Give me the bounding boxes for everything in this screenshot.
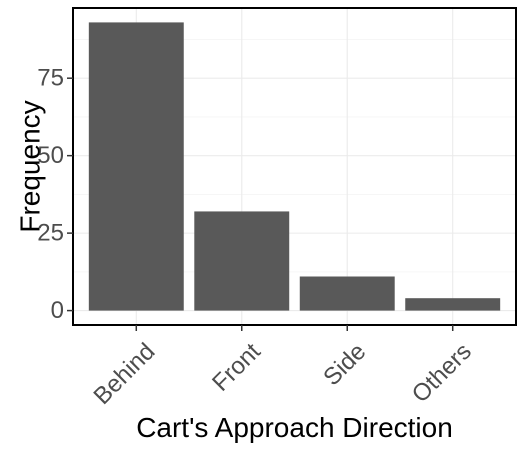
bars bbox=[88, 22, 501, 311]
x-tick-label-others: Others bbox=[407, 338, 477, 408]
plot-panel bbox=[72, 7, 517, 326]
y-tick-label: 25 bbox=[37, 220, 64, 247]
y-axis-title: Frequency bbox=[15, 100, 46, 232]
x-tick-label-side: Side bbox=[318, 338, 371, 391]
x-axis: Behind Front Side Others bbox=[88, 325, 477, 410]
y-axis: 0 25 50 75 bbox=[37, 65, 73, 324]
bar-side bbox=[299, 276, 395, 311]
bar-front bbox=[194, 211, 290, 311]
bar-others bbox=[405, 298, 501, 311]
panel-border bbox=[72, 7, 517, 326]
bar-behind bbox=[88, 22, 184, 311]
y-tick-label: 0 bbox=[51, 297, 64, 324]
x-tick-label-front: Front bbox=[207, 338, 266, 397]
y-tick-label: 75 bbox=[37, 65, 64, 92]
x-tick-label-behind: Behind bbox=[88, 338, 160, 410]
y-tick-label: 50 bbox=[37, 142, 64, 169]
x-axis-title: Cart's Approach Direction bbox=[136, 412, 453, 443]
